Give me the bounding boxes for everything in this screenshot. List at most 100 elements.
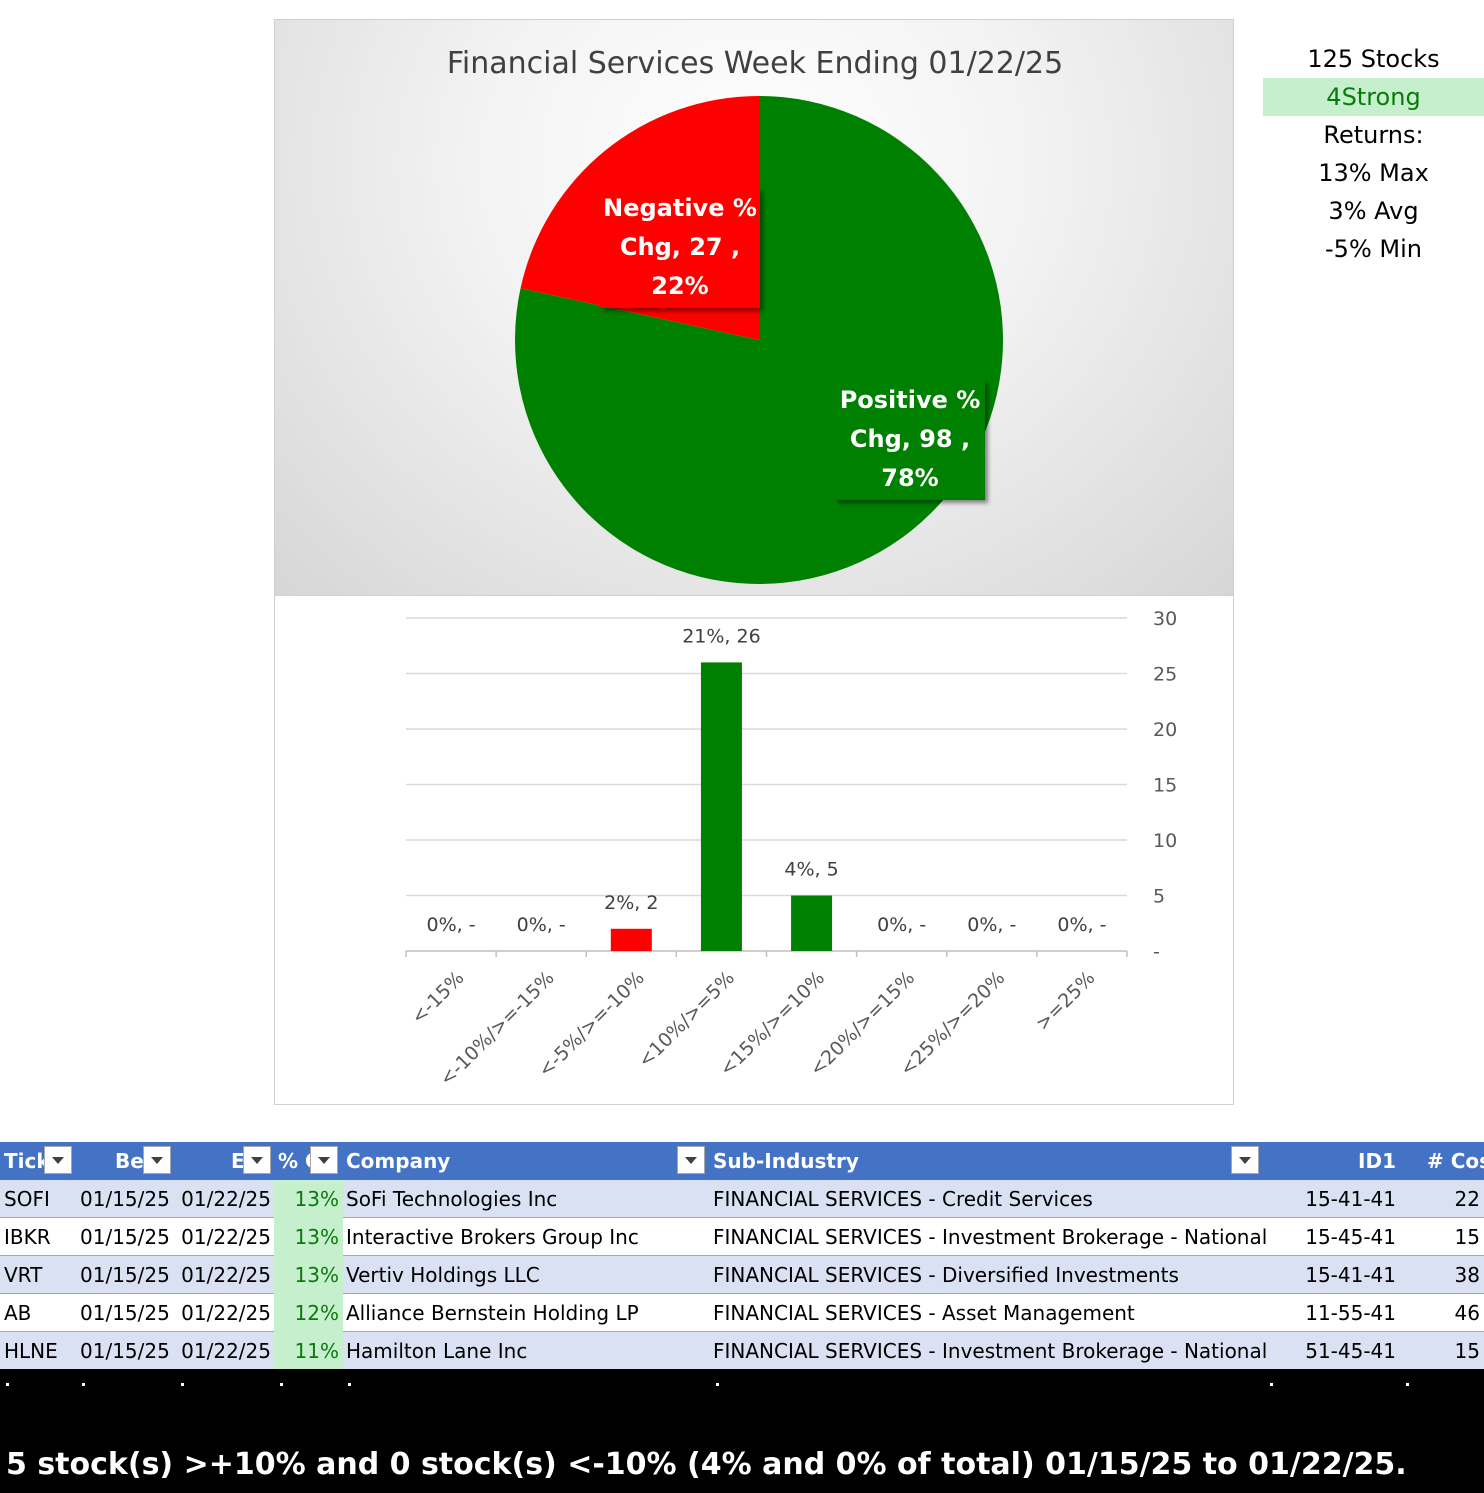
summary-footer: 5 stock(s) >+10% and 0 stock(s) <-10% (4…	[0, 1369, 1484, 1493]
y-tick-label: 15	[1153, 775, 1177, 797]
filter-sub-industry-button[interactable]	[1231, 1146, 1259, 1174]
bar-data-label: 4%, 5	[784, 859, 838, 881]
y-tick-label: 30	[1153, 608, 1177, 630]
pie-chart-panel: Positive % Chg, 98 , 78% Negative % Chg, 27 …	[274, 19, 1234, 596]
bar-chart-panel: -5 10 15 20 25 30 0%, - <-15% 0%, - <-10%/>=-15% 2…	[274, 596, 1234, 1105]
id1-cell: 11-55-41	[1305, 1301, 1396, 1325]
table-body: SOFI 01/15/25 01/22/25 13% SoFi Technologies…	[0, 1180, 1484, 1370]
begin-date-cell: 01/15/25	[80, 1263, 170, 1287]
num-cos-cell: 38	[1454, 1263, 1480, 1287]
returns-avg: 3% Avg	[1328, 197, 1419, 225]
begin-date-cell: 01/15/25	[80, 1301, 170, 1325]
bar	[791, 895, 833, 951]
footer-dot	[82, 1383, 85, 1386]
filter-end-button[interactable]	[243, 1146, 271, 1174]
header-id1: ID1	[1358, 1149, 1396, 1173]
table-row: VRT 01/15/25 01/22/25 13% Vertiv Holdings LL…	[0, 1256, 1484, 1294]
pie-label-line: Chg, 98 ,	[850, 425, 970, 453]
returns-max: 13% Max	[1318, 159, 1429, 187]
header-company: Company	[346, 1149, 451, 1173]
x-category-label: >=25%	[1032, 967, 1100, 1035]
filter-begin-button[interactable]	[143, 1146, 171, 1174]
header-end: E	[231, 1149, 243, 1173]
table-header-row: Tick Be E % C Company Sub-Industry ID1 #…	[0, 1142, 1484, 1180]
x-category-label: <-15%	[407, 967, 469, 1029]
footer-dot	[716, 1383, 719, 1386]
y-tick-label: 20	[1153, 719, 1177, 741]
end-date-cell: 01/22/25	[181, 1187, 271, 1211]
bar-data-label: 0%, -	[517, 914, 566, 936]
pie-slice-label: Positive % Chg, 98 , 78%	[835, 380, 985, 500]
num-cos-cell: 22	[1454, 1187, 1480, 1211]
table-row: IBKR 01/15/25 01/22/25 13% Interactive Broke…	[0, 1218, 1484, 1256]
filter-company-button[interactable]	[677, 1146, 705, 1174]
pie-label-line: Negative %	[603, 194, 757, 222]
footer-dot	[181, 1383, 184, 1386]
id1-cell: 15-45-41	[1305, 1225, 1396, 1249]
pct-change-cell: 13%	[274, 1218, 343, 1256]
header-sub-industry: Sub-Industry	[713, 1149, 859, 1173]
table-row: HLNE 01/15/25 01/22/25 11% Hamilton Lane Inc…	[0, 1332, 1484, 1370]
pie-label-line: 78%	[881, 464, 938, 492]
end-date-cell: 01/22/25	[181, 1225, 271, 1249]
pct-change-cell: 13%	[274, 1180, 343, 1218]
ticker-cell: AB	[4, 1301, 32, 1325]
pie-label-line: 22%	[651, 272, 708, 300]
ticker-cell: HLNE	[4, 1339, 58, 1363]
strength-rating: 4Strong	[1263, 78, 1484, 116]
stats-summary: 125 Stocks 4Strong Returns: 13% Max 3% A…	[1263, 40, 1484, 268]
footer-summary-text: 5 stock(s) >+10% and 0 stock(s) <-10% (4…	[6, 1447, 1407, 1482]
pie-chart: Positive % Chg, 98 , 78% Negative % Chg, 27 …	[515, 96, 1003, 584]
pct-change-cell: 13%	[274, 1256, 343, 1294]
num-cos-cell: 15	[1454, 1339, 1480, 1363]
sub-industry-cell: FINANCIAL SERVICES - Investment Brokerag…	[713, 1339, 1268, 1363]
table-row: SOFI 01/15/25 01/22/25 13% SoFi Technologies…	[0, 1180, 1484, 1218]
bar-data-label: 0%, -	[877, 914, 926, 936]
bar-data-label: 0%, -	[427, 914, 476, 936]
filter-pct-change-button[interactable]	[310, 1146, 338, 1174]
ticker-cell: VRT	[4, 1263, 43, 1287]
pie-slice-label: Negative % Chg, 27 , 22%	[600, 188, 760, 308]
footer-dot	[6, 1383, 9, 1386]
header-begin: Be	[115, 1149, 143, 1173]
footer-dot	[1406, 1383, 1409, 1386]
bar-data-label: 2%, 2	[604, 892, 658, 914]
company-cell: Vertiv Holdings LLC	[346, 1263, 540, 1287]
pie-label-line: Chg, 27 ,	[620, 233, 740, 261]
stock-table: Tick Be E % C Company Sub-Industry ID1 #…	[0, 1142, 1484, 1370]
header-ticker: Tick	[4, 1149, 44, 1173]
end-date-cell: 01/22/25	[181, 1301, 271, 1325]
sub-industry-cell: FINANCIAL SERVICES - Asset Management	[713, 1301, 1135, 1325]
pie-label-line: Positive %	[840, 386, 981, 414]
returns-min: -5% Min	[1325, 235, 1422, 263]
header-pct-change: % C	[278, 1149, 310, 1173]
filter-ticker-button[interactable]	[44, 1146, 72, 1174]
sub-industry-cell: FINANCIAL SERVICES - Diversified Investm…	[713, 1263, 1179, 1287]
footer-dot	[348, 1383, 351, 1386]
sub-industry-cell: FINANCIAL SERVICES - Investment Brokerag…	[713, 1225, 1268, 1249]
table-row: AB 01/15/25 01/22/25 12% Alliance Bernstein …	[0, 1294, 1484, 1332]
num-cos-cell: 15	[1454, 1225, 1480, 1249]
returns-label: Returns:	[1323, 121, 1424, 149]
y-tick-label: 10	[1153, 830, 1177, 852]
bar	[700, 662, 742, 951]
id1-cell: 51-45-41	[1305, 1339, 1396, 1363]
ticker-cell: SOFI	[4, 1187, 50, 1211]
end-date-cell: 01/22/25	[181, 1263, 271, 1287]
y-tick-label: -	[1153, 941, 1160, 963]
begin-date-cell: 01/15/25	[80, 1187, 170, 1211]
y-tick-label: 5	[1153, 886, 1165, 908]
company-cell: Alliance Bernstein Holding LP	[346, 1301, 639, 1325]
company-cell: Interactive Brokers Group Inc	[346, 1225, 639, 1249]
ticker-cell: IBKR	[4, 1225, 51, 1249]
pct-change-cell: 12%	[274, 1294, 343, 1332]
stocks-count: 125 Stocks	[1307, 45, 1440, 73]
pie-chart-title: Financial Services Week Ending 01/22/25	[446, 46, 1064, 81]
footer-dot	[280, 1383, 283, 1386]
end-date-cell: 01/22/25	[181, 1339, 271, 1363]
y-tick-label: 25	[1153, 664, 1177, 686]
footer-dot	[1270, 1383, 1273, 1386]
bar	[610, 928, 652, 951]
header-num-cos: # Cos	[1427, 1149, 1484, 1173]
begin-date-cell: 01/15/25	[80, 1339, 170, 1363]
